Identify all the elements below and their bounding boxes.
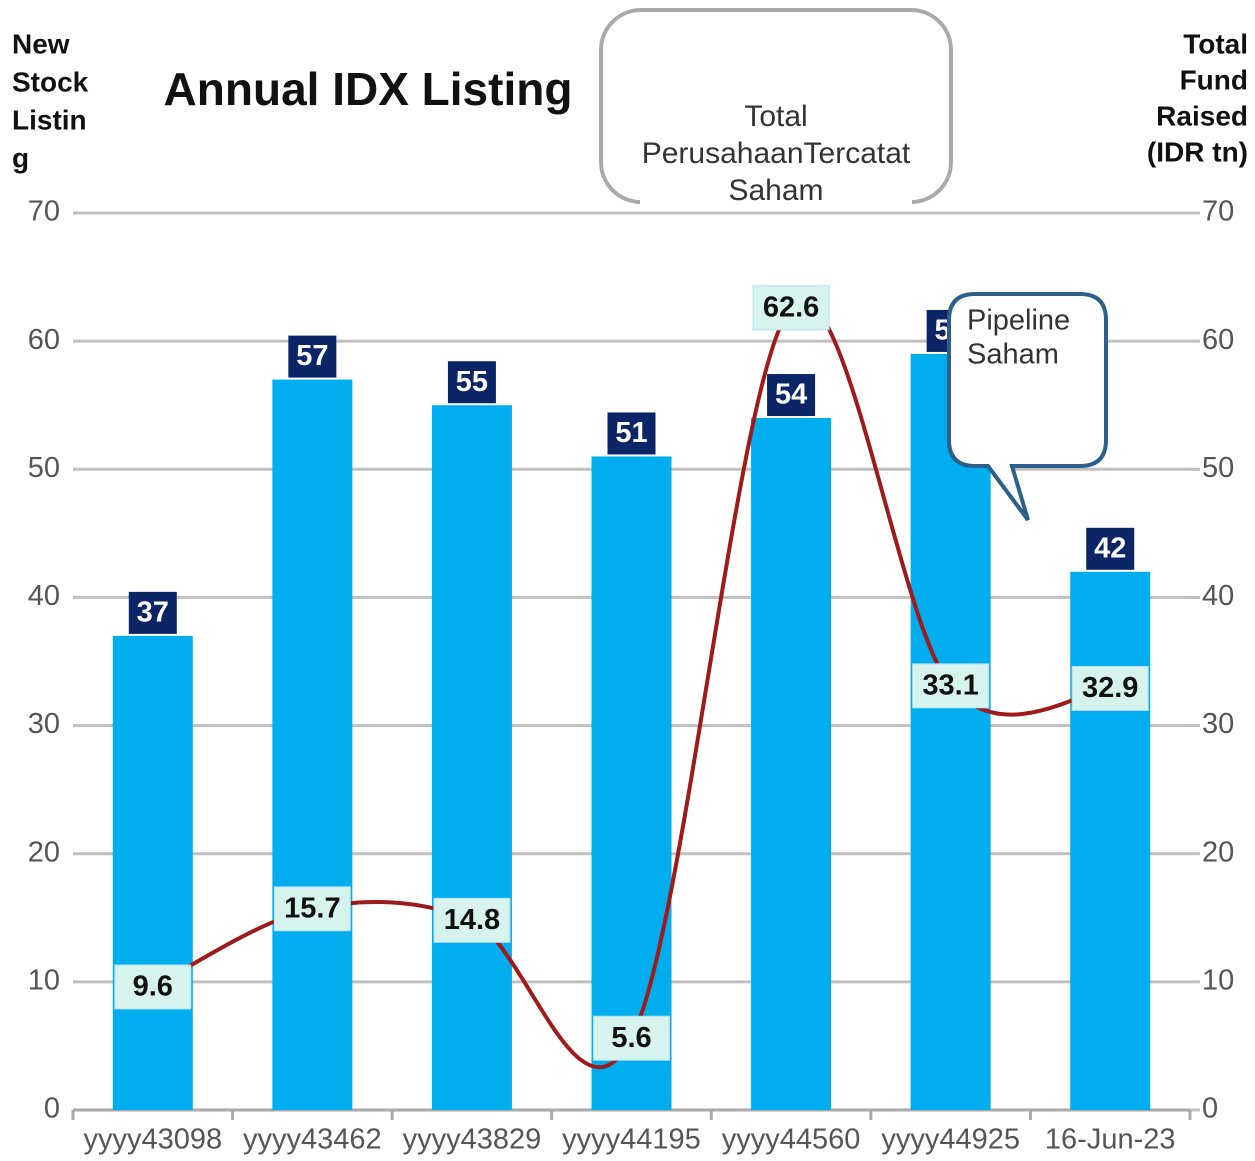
y2-tick-label: 70 [1202, 196, 1234, 228]
y2-axis-title: Total [1183, 28, 1248, 59]
bar-label: 57 [296, 340, 328, 372]
bar-label: 37 [137, 597, 169, 629]
x-tick-label: 16-Jun-23 [1045, 1124, 1176, 1156]
line-label-box [273, 886, 351, 932]
bar-label: 42 [1094, 532, 1126, 564]
annotation: PerusahaanTercatat [642, 137, 911, 170]
x-tick-label: yyyy44195 [562, 1124, 701, 1156]
y2-axis-title: (IDR tn) [1147, 136, 1248, 167]
y2-axis-title: Fund [1180, 64, 1248, 95]
bar-label: 51 [615, 417, 647, 449]
bar [431, 405, 512, 1110]
y2-tick-label: 60 [1202, 324, 1234, 356]
bar-label: 55 [456, 366, 488, 398]
x-tick-label: yyyy44925 [881, 1124, 1020, 1156]
line-label: 14.8 [444, 904, 500, 936]
y-tick-label: 50 [28, 452, 60, 484]
annotation: Pipeline [967, 305, 1070, 337]
y2-tick-label: 50 [1202, 452, 1234, 484]
annotation: Saham [967, 339, 1059, 371]
y2-tick-label: 20 [1202, 836, 1234, 868]
bar-label-box [1086, 527, 1135, 570]
y-tick-label: 0 [44, 1093, 60, 1125]
y2-tick-label: 10 [1202, 965, 1234, 997]
bar-label-box [607, 412, 656, 455]
annotation: Saham [728, 174, 823, 207]
line-label: 32.9 [1082, 672, 1138, 704]
y2-axis-title: Raised [1156, 100, 1248, 131]
bar-label-box [288, 335, 337, 378]
y-tick-label: 40 [28, 580, 60, 612]
line-label: 33.1 [922, 670, 978, 702]
chart-title: Annual IDX Listing [164, 63, 573, 115]
y-axis-title: g [12, 142, 29, 173]
x-tick-label: yyyy43462 [243, 1124, 382, 1156]
bar [751, 418, 832, 1110]
y-tick-label: 70 [28, 196, 60, 228]
bar [910, 353, 991, 1110]
line-label-box [593, 1015, 670, 1061]
line-label-box [1071, 665, 1149, 711]
line-label: 15.7 [284, 892, 340, 924]
bar-label-box [128, 591, 177, 634]
callout [947, 292, 1108, 522]
bar [112, 635, 193, 1110]
y2-tick-label: 0 [1202, 1093, 1218, 1125]
line-label-box [912, 663, 990, 709]
bar [272, 379, 353, 1111]
x-tick-label: yyyy43098 [83, 1124, 222, 1156]
line-label-box [752, 285, 830, 331]
bar-label: 54 [775, 379, 807, 411]
y2-tick-label: 30 [1202, 708, 1234, 740]
line-label-box [114, 964, 192, 1010]
line-label: 5.6 [611, 1022, 651, 1054]
bar-label-box [767, 374, 816, 417]
y-axis-title: Stock [12, 66, 89, 97]
y-axis-title: New [12, 28, 70, 59]
x-tick-label: yyyy43829 [403, 1124, 542, 1156]
x-tick-label: yyyy44560 [722, 1124, 861, 1156]
annotation: Total [744, 100, 807, 133]
y2-tick-label: 40 [1202, 580, 1234, 612]
bar [1070, 571, 1151, 1110]
line [151, 299, 1111, 1070]
y-tick-label: 20 [28, 836, 60, 868]
line-label: 62.6 [763, 291, 819, 323]
bar [591, 456, 672, 1110]
y-axis-title: Listin [12, 104, 87, 135]
y-tick-label: 60 [28, 324, 60, 356]
bar-label-box [447, 361, 496, 404]
y-tick-label: 10 [28, 965, 60, 997]
y-tick-label: 30 [28, 708, 60, 740]
line-label: 9.6 [133, 971, 173, 1003]
line-label-box [433, 897, 511, 943]
